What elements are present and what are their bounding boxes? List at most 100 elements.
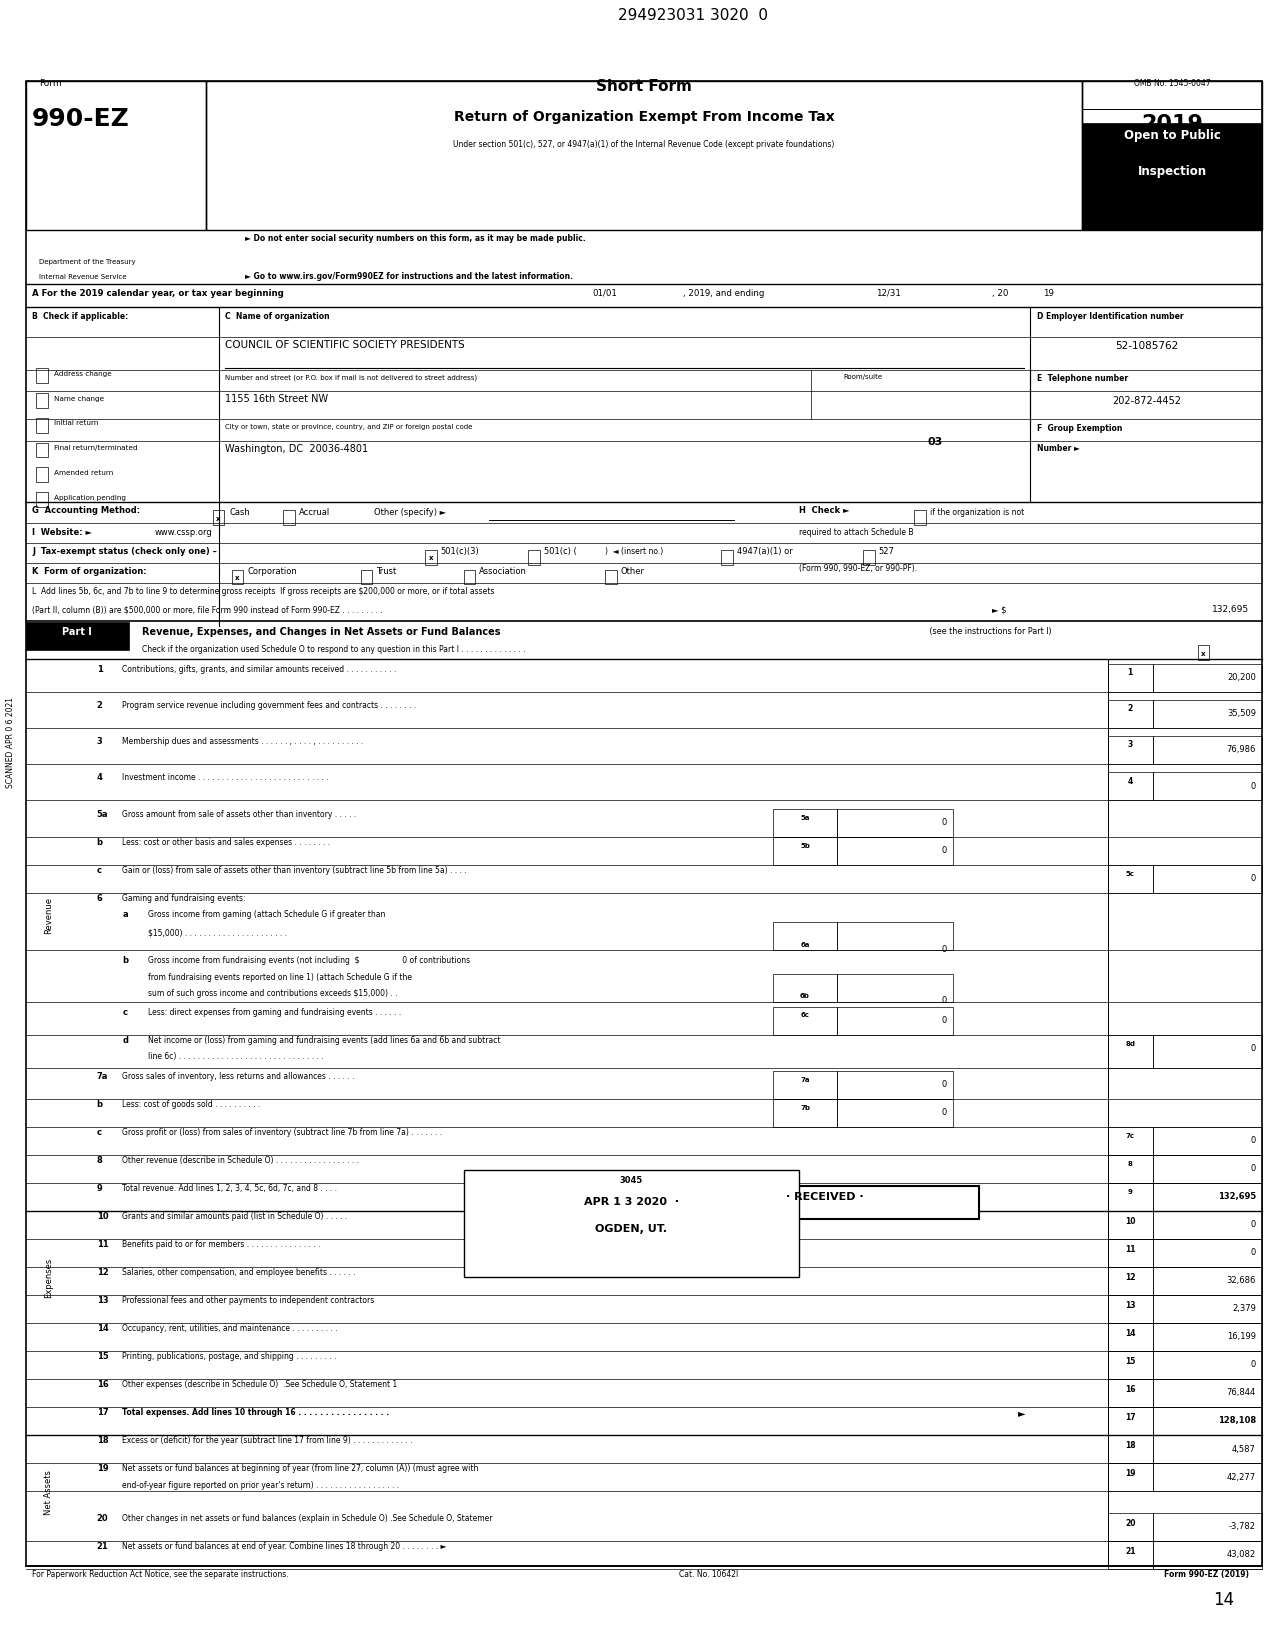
- Bar: [36, 443, 48, 458]
- Text: Address change: Address change: [54, 371, 112, 377]
- Text: 8: 8: [97, 1155, 102, 1163]
- Bar: [1153, 700, 1262, 728]
- Text: (Part II, column (B)) are $500,000 or more, file Form 990 instead of Form 990-EZ: (Part II, column (B)) are $500,000 or mo…: [32, 605, 383, 613]
- Text: 14: 14: [1124, 1328, 1136, 1337]
- Text: Name change: Name change: [54, 396, 104, 402]
- Bar: [1153, 1463, 1262, 1491]
- Text: 16,199: 16,199: [1226, 1332, 1256, 1340]
- Text: 10: 10: [97, 1211, 108, 1220]
- Text: 1155 16th Street NW: 1155 16th Street NW: [225, 394, 328, 404]
- Bar: [425, 550, 437, 565]
- Bar: [36, 394, 48, 409]
- Text: D Employer Identification number: D Employer Identification number: [1037, 311, 1184, 320]
- Text: 0: 0: [1251, 1163, 1256, 1172]
- Bar: [721, 550, 733, 565]
- Text: Other (specify) ►: Other (specify) ►: [374, 508, 446, 516]
- Text: Application pending: Application pending: [54, 494, 126, 501]
- Bar: [1153, 1267, 1262, 1295]
- Text: 4947(a)(1) or: 4947(a)(1) or: [737, 547, 792, 555]
- Text: 52-1085762: 52-1085762: [1114, 341, 1179, 351]
- Text: 10: 10: [1124, 1216, 1136, 1224]
- Text: 16: 16: [1124, 1384, 1136, 1393]
- Bar: [1198, 646, 1209, 661]
- Text: Total expenses. Add lines 10 through 16 . . . . . . . . . . . . . . . . .: Total expenses. Add lines 10 through 16 …: [122, 1407, 389, 1416]
- Text: ► Do not enter social security numbers on this form, as it may be made public.: ► Do not enter social security numbers o…: [245, 234, 586, 242]
- Text: Number and street (or P.O. box if mail is not delivered to street address): Number and street (or P.O. box if mail i…: [225, 374, 478, 381]
- Text: Amended return: Amended return: [54, 470, 113, 476]
- Bar: [837, 974, 953, 1002]
- Bar: [1153, 1513, 1262, 1541]
- Bar: [1108, 1035, 1153, 1068]
- Bar: [283, 511, 295, 526]
- Bar: [773, 923, 837, 951]
- Bar: [36, 419, 48, 433]
- Text: E  Telephone number: E Telephone number: [1037, 374, 1128, 382]
- Text: 4: 4: [97, 773, 103, 781]
- Text: 0: 0: [1251, 1220, 1256, 1228]
- Text: K  Form of organization:: K Form of organization:: [32, 567, 147, 575]
- Text: 15: 15: [1124, 1356, 1136, 1365]
- Bar: [1108, 1127, 1153, 1155]
- Text: 0: 0: [1251, 1360, 1256, 1368]
- Text: Cash: Cash: [229, 508, 250, 516]
- Text: Initial return: Initial return: [54, 420, 98, 427]
- Bar: [36, 468, 48, 483]
- Text: Form 990-EZ (2019): Form 990-EZ (2019): [1164, 1569, 1249, 1577]
- Text: $15,000) . . . . . . . . . . . . . . . . . . . . . .: $15,000) . . . . . . . . . . . . . . . .…: [148, 928, 287, 936]
- Text: 7c: 7c: [1126, 1132, 1135, 1139]
- Bar: [1108, 1267, 1153, 1295]
- Text: if the organization is not: if the organization is not: [930, 508, 1024, 516]
- Text: 0: 0: [942, 1107, 947, 1116]
- Bar: [36, 369, 48, 384]
- Bar: [773, 974, 837, 1002]
- Bar: [1108, 865, 1153, 893]
- Bar: [773, 1071, 837, 1099]
- Bar: [1108, 664, 1153, 692]
- Text: ► $: ► $: [992, 605, 1006, 613]
- Text: Washington, DC  20036-4801: Washington, DC 20036-4801: [225, 443, 368, 453]
- Text: Benefits paid to or for members . . . . . . . . . . . . . . . .: Benefits paid to or for members . . . . …: [122, 1239, 321, 1248]
- Text: Other changes in net assets or fund balances (explain in Schedule O) .See Schedu: Other changes in net assets or fund bala…: [122, 1513, 493, 1521]
- Text: C  Name of organization: C Name of organization: [225, 311, 330, 320]
- Text: Other: Other: [621, 567, 645, 575]
- Text: 2,379: 2,379: [1231, 1304, 1256, 1312]
- Text: 0: 0: [942, 1015, 947, 1023]
- Text: Other expenses (describe in Schedule O)  .See Schedule O, Statement 1: Other expenses (describe in Schedule O) …: [122, 1379, 398, 1388]
- Text: Contributions, gifts, grants, and similar amounts received . . . . . . . . . . .: Contributions, gifts, grants, and simila…: [122, 664, 397, 672]
- Text: 20: 20: [97, 1513, 108, 1521]
- Text: 21: 21: [1124, 1546, 1136, 1554]
- Text: Gain or (loss) from sale of assets other than inventory (subtract line 5b from l: Gain or (loss) from sale of assets other…: [122, 865, 468, 873]
- Text: 9: 9: [97, 1183, 102, 1192]
- Text: 6a: 6a: [800, 941, 810, 948]
- Text: a: a: [122, 910, 128, 918]
- Text: 21: 21: [97, 1541, 108, 1549]
- Text: 11: 11: [1124, 1244, 1136, 1252]
- Text: Department of the Treasury: Department of the Treasury: [39, 259, 135, 265]
- Text: Room/suite: Room/suite: [844, 374, 882, 381]
- Text: )  ◄ (insert no.): ) ◄ (insert no.): [605, 547, 663, 555]
- Text: 13: 13: [97, 1295, 108, 1304]
- Text: 4,587: 4,587: [1231, 1444, 1256, 1452]
- Text: H  Check ►: H Check ►: [799, 506, 849, 514]
- Text: 3: 3: [1127, 740, 1133, 748]
- Text: 5c: 5c: [1126, 870, 1135, 877]
- Text: Gaming and fundraising events:: Gaming and fundraising events:: [122, 893, 246, 901]
- Text: Less: cost of goods sold . . . . . . . . . .: Less: cost of goods sold . . . . . . . .…: [122, 1099, 260, 1107]
- Bar: [1108, 1351, 1153, 1379]
- Text: b: b: [122, 956, 129, 964]
- Bar: [837, 923, 953, 951]
- Bar: [361, 570, 372, 585]
- Text: 7a: 7a: [97, 1071, 108, 1079]
- Text: 294923031 3020  0: 294923031 3020 0: [618, 8, 768, 23]
- Text: b: b: [97, 1099, 103, 1107]
- Text: 6c: 6c: [801, 1012, 809, 1018]
- Text: c: c: [122, 1007, 128, 1015]
- Text: Number ►: Number ►: [1037, 443, 1079, 452]
- Text: Short Form: Short Form: [596, 79, 692, 94]
- Bar: [213, 511, 224, 526]
- Text: Expenses: Expenses: [45, 1257, 53, 1297]
- Text: 128,108: 128,108: [1217, 1416, 1256, 1424]
- Text: 0: 0: [942, 995, 947, 1004]
- Text: Program service revenue including government fees and contracts . . . . . . . .: Program service revenue including govern…: [122, 700, 416, 709]
- Text: 12/31: 12/31: [876, 288, 900, 297]
